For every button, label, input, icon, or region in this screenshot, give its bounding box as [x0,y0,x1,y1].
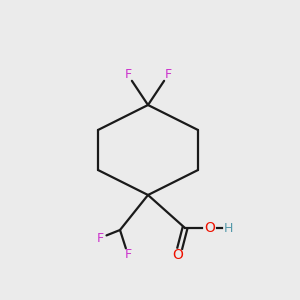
Text: F: F [124,248,132,262]
Text: O: O [205,221,215,235]
Text: O: O [172,248,183,262]
Text: F: F [96,232,103,244]
Text: F: F [124,68,132,82]
Text: H: H [223,221,233,235]
Text: F: F [164,68,172,82]
